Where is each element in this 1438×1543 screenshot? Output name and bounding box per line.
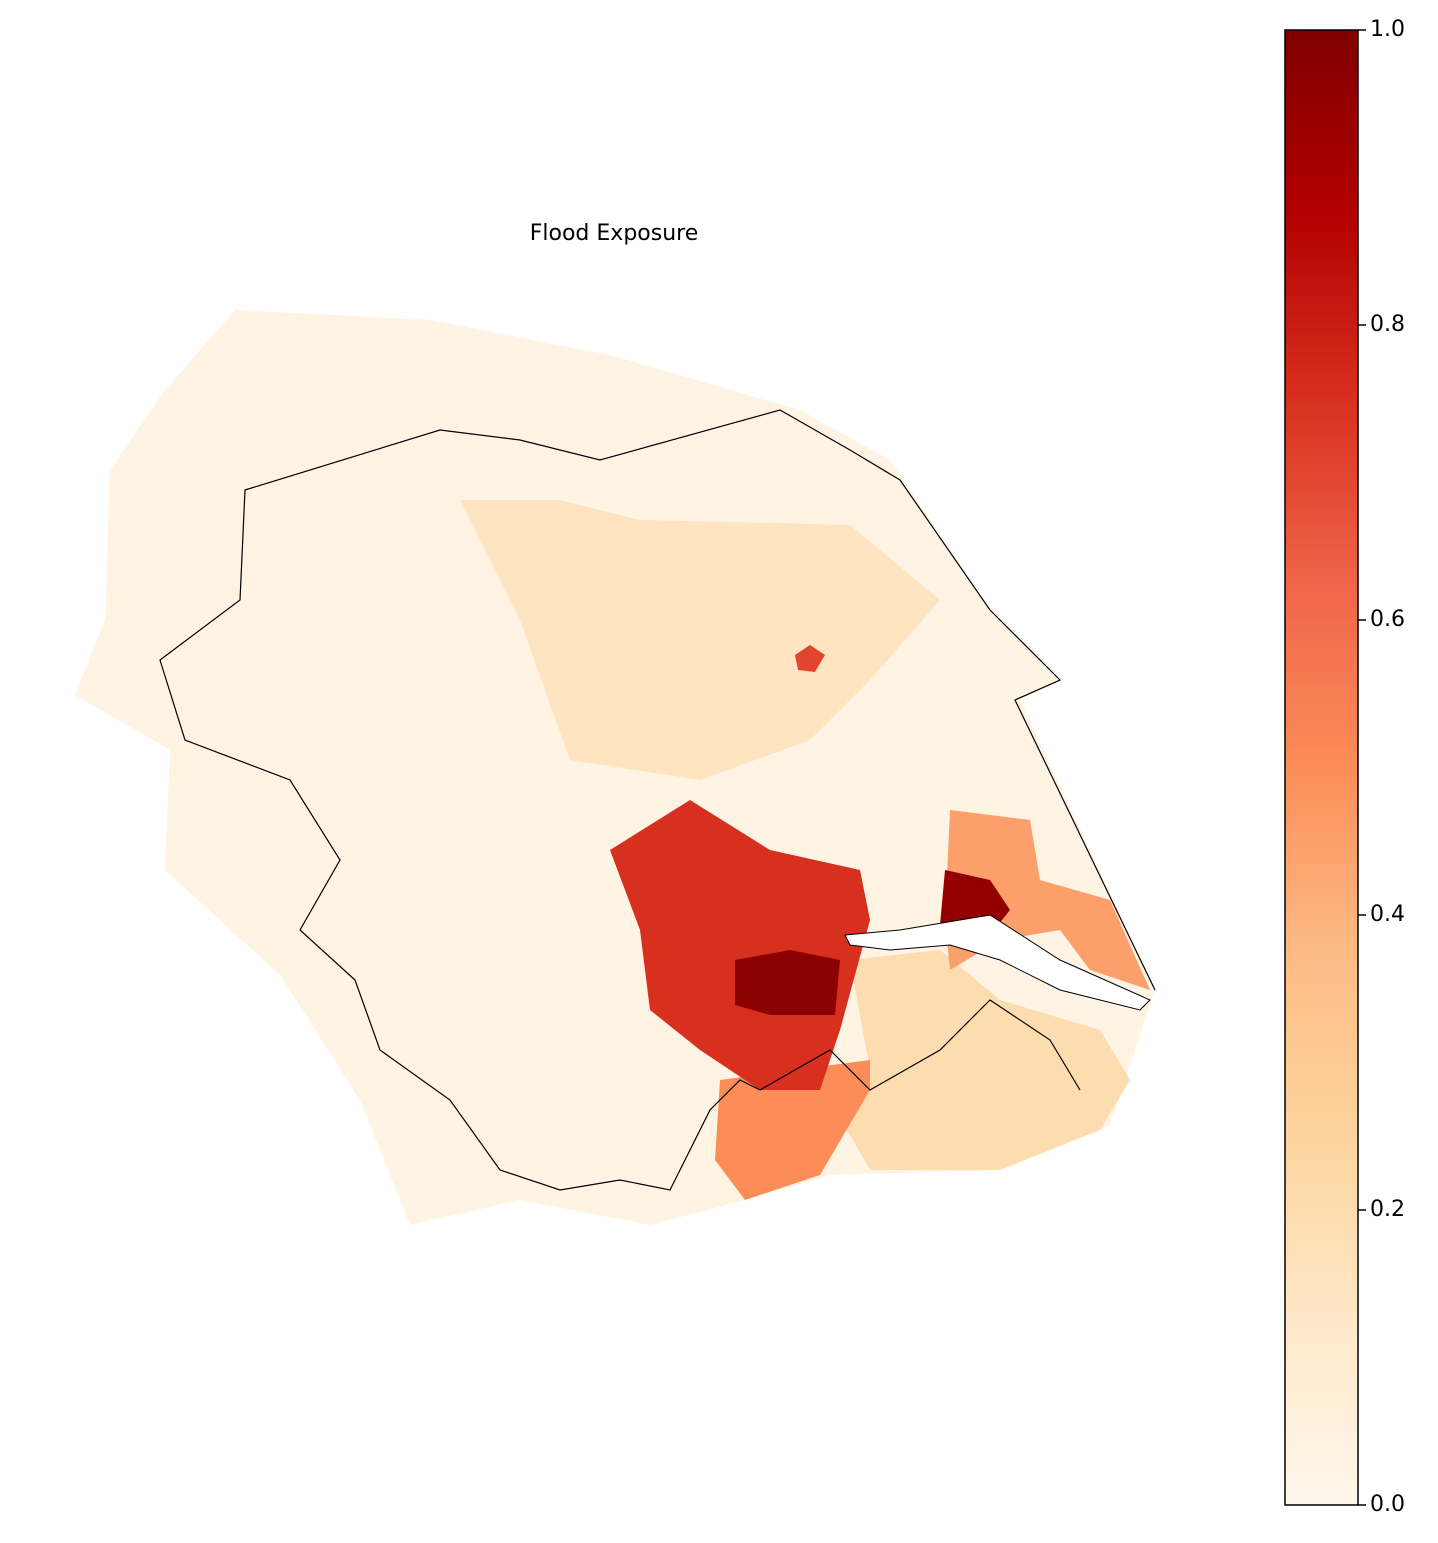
region bbox=[795, 645, 825, 672]
colorbar-tick-label: 0.4 bbox=[1370, 902, 1405, 927]
colorbar: 0.0 0.2 0.4 0.6 0.8 1.0 bbox=[1284, 17, 1405, 1517]
colorbar-tick-label: 0.0 bbox=[1370, 1492, 1405, 1517]
region bbox=[945, 810, 1150, 990]
estuary bbox=[844, 914, 1151, 1011]
boundary-outline bbox=[159, 409, 1156, 1191]
region bbox=[735, 950, 840, 1015]
colorbar-tick-label: 0.6 bbox=[1370, 607, 1405, 632]
colorbar-tick-label: 0.8 bbox=[1370, 312, 1405, 337]
colorbar-fill bbox=[1284, 29, 1359, 1506]
map bbox=[75, 310, 1156, 1225]
colorbar-tick-label: 0.2 bbox=[1370, 1197, 1405, 1222]
region bbox=[830, 950, 1130, 1170]
map-title: Flood Exposure bbox=[530, 221, 699, 246]
region bbox=[715, 1060, 870, 1200]
region bbox=[610, 800, 870, 1090]
region bbox=[460, 500, 940, 780]
colorbar-tick-label: 1.0 bbox=[1370, 17, 1405, 42]
